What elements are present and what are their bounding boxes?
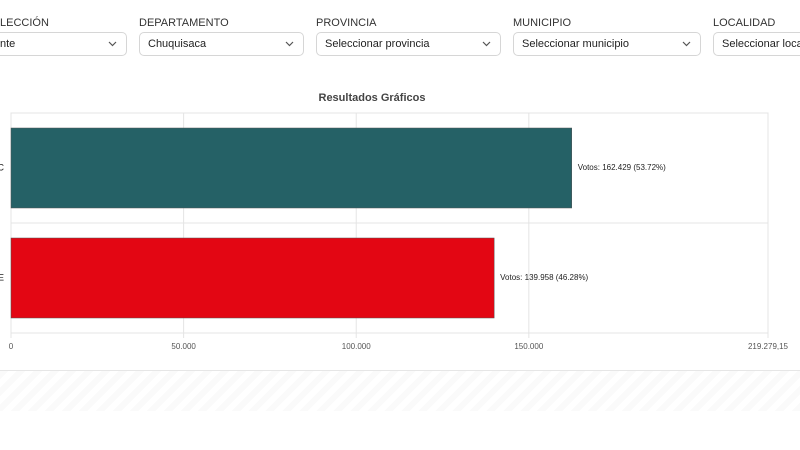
select[interactable]: Seleccionar municipio <box>513 32 701 56</box>
bar <box>10 127 572 209</box>
x-tick-label: 0 <box>9 342 14 351</box>
chevron <box>682 41 691 47</box>
footer-band <box>0 370 800 411</box>
select[interactable]: nte <box>0 32 127 56</box>
value-label: Votos: 139.958 (46.28%) <box>500 273 588 282</box>
select[interactable]: Seleccionar localic <box>713 32 800 56</box>
filter-label: LOCALIDAD <box>713 17 776 29</box>
select[interactable]: Seleccionar provincia <box>316 32 501 56</box>
chevron <box>285 41 294 47</box>
select-value: Seleccionar provincia <box>325 38 430 50</box>
filter-label: DEPARTAMENTO <box>139 17 229 29</box>
x-tick-label: 219.279,15 <box>748 342 789 351</box>
select-value: Chuquisaca <box>148 38 207 50</box>
chevron <box>482 41 491 47</box>
select[interactable]: Chuquisaca <box>139 32 304 56</box>
filter: DEPARTAMENTO Chuquisaca <box>139 17 304 56</box>
filter: PROVINCIA Seleccionar provincia <box>316 17 501 56</box>
x-tick-label: 50.000 <box>171 342 196 351</box>
select-value: Seleccionar municipio <box>522 38 629 50</box>
filter-label: MUNICIPIO <box>513 17 572 29</box>
y-tick-label: C <box>0 162 5 172</box>
select-value: nte <box>0 38 16 50</box>
filter-label: LECCIÓN <box>0 17 49 29</box>
x-tick-label: 150.000 <box>514 342 543 351</box>
y-tick-label: E <box>0 272 4 282</box>
filter: MUNICIPIO Seleccionar municipio <box>513 17 701 56</box>
bar <box>10 237 495 319</box>
x-tick-label: 100.000 <box>342 342 371 351</box>
value-label: Votos: 162.429 (53.72%) <box>578 163 666 172</box>
filter: LECCIÓN nte <box>0 17 127 56</box>
select-value: Seleccionar localic <box>722 38 800 50</box>
filter: LOCALIDAD Seleccionar localic <box>713 17 800 56</box>
chart-title: Resultados Gráficos <box>319 92 426 104</box>
filter-label: PROVINCIA <box>316 17 377 29</box>
chart: Resultados Gráficos 0 50.000 100.000 150.00… <box>0 92 789 351</box>
chevron <box>108 41 117 47</box>
